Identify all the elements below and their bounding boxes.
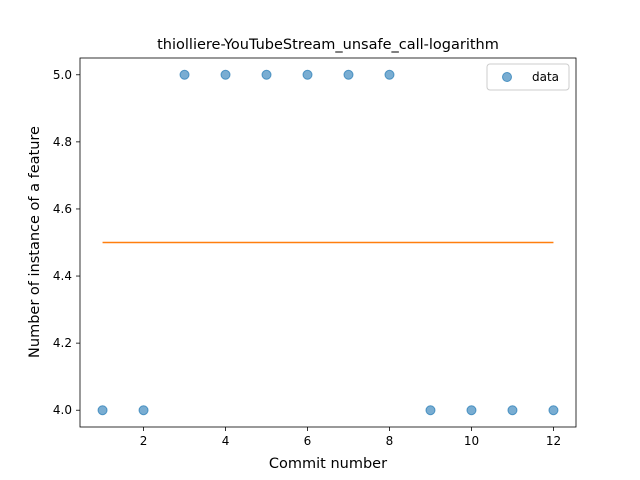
y-axis-label: Number of instance of a feature bbox=[27, 126, 43, 358]
data-point bbox=[467, 406, 476, 415]
data-point bbox=[508, 406, 517, 415]
y-tick-label: 4.6 bbox=[53, 202, 72, 216]
y-tick-label: 4.8 bbox=[53, 135, 72, 149]
data-point bbox=[98, 406, 107, 415]
data-point bbox=[303, 70, 312, 79]
data-point bbox=[221, 70, 230, 79]
data-point bbox=[262, 70, 271, 79]
y-tick-label: 4.4 bbox=[53, 269, 72, 283]
data-point bbox=[139, 406, 148, 415]
x-tick-label: 4 bbox=[222, 434, 230, 448]
x-tick-label: 6 bbox=[304, 434, 312, 448]
chart-title: thiolliere-YouTubeStream_unsafe_call-log… bbox=[157, 37, 499, 53]
data-point bbox=[549, 406, 558, 415]
data-point bbox=[180, 70, 189, 79]
y-tick-label: 4.2 bbox=[53, 336, 72, 350]
data-point bbox=[426, 406, 435, 415]
data-point bbox=[385, 70, 394, 79]
y-tick-label: 4.0 bbox=[53, 403, 72, 417]
x-tick-label: 12 bbox=[546, 434, 561, 448]
legend-label: data bbox=[532, 70, 559, 84]
x-tick-label: 2 bbox=[140, 434, 148, 448]
x-tick-label: 8 bbox=[386, 434, 394, 448]
x-tick-label: 10 bbox=[464, 434, 479, 448]
legend-marker bbox=[503, 73, 512, 82]
data-point bbox=[344, 70, 353, 79]
y-tick-label: 5.0 bbox=[53, 68, 72, 82]
x-axis-label: Commit number bbox=[269, 456, 387, 472]
